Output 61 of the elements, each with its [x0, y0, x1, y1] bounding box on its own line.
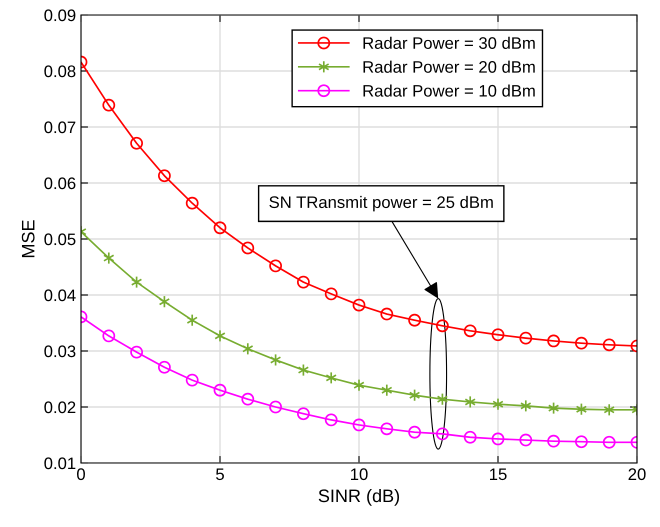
point: [492, 398, 504, 411]
point: [464, 430, 477, 444]
point: [214, 221, 226, 234]
point: [130, 136, 143, 150]
point: [602, 436, 616, 449]
point: [297, 407, 310, 420]
point: [492, 432, 504, 446]
y-axis-title: MSE: [22, 220, 35, 258]
legend-label: Radar Power = 20 dBm: [363, 60, 535, 73]
y-tick-label: 0.05: [44, 233, 76, 246]
point: [158, 360, 171, 374]
point: [324, 287, 338, 300]
point: [269, 400, 282, 414]
point: [492, 328, 504, 342]
y-tick-label: 0.08: [44, 65, 76, 78]
y-tick-label: 0.06: [44, 177, 76, 190]
point: [353, 378, 365, 392]
point: [214, 384, 226, 397]
point: [547, 434, 560, 448]
point: [547, 334, 560, 348]
y-tick-label: 0.02: [44, 401, 76, 414]
x-tick-label: 15: [490, 468, 507, 480]
point: [519, 332, 532, 345]
legend-label: Radar Power = 10 dBm: [363, 84, 535, 97]
point: [380, 422, 394, 436]
point: [130, 346, 143, 359]
point: [102, 329, 116, 342]
point: [324, 413, 338, 426]
x-tick-label: 5: [216, 468, 224, 480]
x-tick-label: 10: [351, 468, 368, 480]
y-tick-label: 0.03: [44, 345, 76, 358]
x-tick-label: 20: [628, 468, 646, 480]
point: [214, 329, 226, 342]
point: [575, 336, 588, 350]
point: [158, 169, 171, 182]
x-axis-title: SINR (dB): [318, 488, 400, 506]
point: [602, 338, 616, 352]
x-tick-label: 0: [77, 468, 85, 480]
point: [464, 324, 477, 338]
y-tick-label: 0.01: [44, 457, 76, 470]
point: [380, 308, 394, 320]
point: [186, 374, 199, 387]
point: [102, 98, 116, 112]
point: [352, 298, 366, 312]
point: [519, 434, 532, 446]
point: [436, 427, 449, 440]
point: [575, 435, 588, 448]
point: [436, 319, 449, 332]
y-tick-label: 0.07: [44, 121, 76, 134]
point: [241, 242, 254, 254]
y-tick-label: 0.09: [44, 9, 76, 22]
point: [241, 392, 254, 406]
annotation: SN TRansmit power = 25 dBm: [269, 196, 493, 212]
point: [186, 196, 199, 210]
point: [408, 426, 421, 439]
legend-label: Radar Power = 30 dBm: [363, 36, 535, 49]
point: [297, 276, 310, 289]
point: [269, 259, 282, 272]
y-tick-label: 0.04: [44, 289, 76, 302]
point: [408, 314, 421, 327]
point: [352, 418, 366, 432]
